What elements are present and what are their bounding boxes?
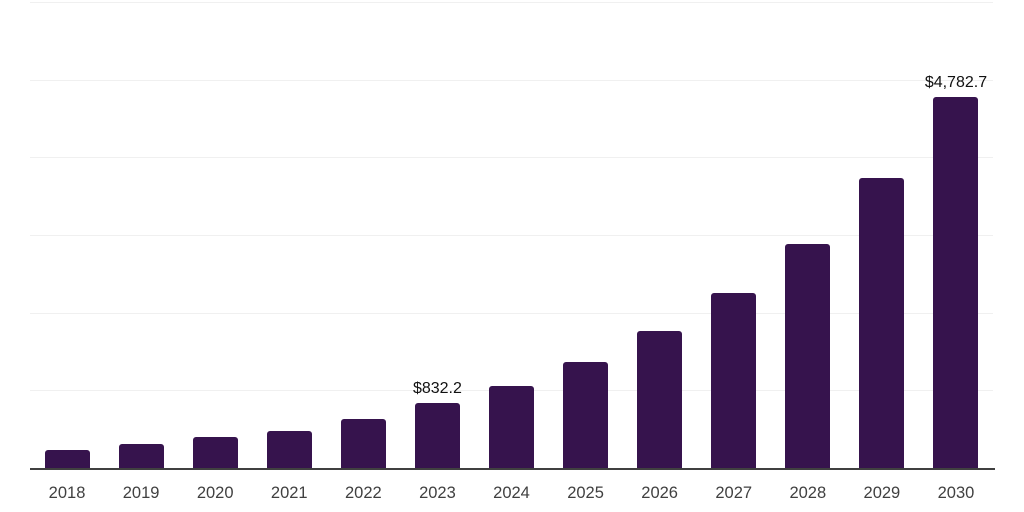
x-tick-2025: 2025 <box>567 484 604 502</box>
x-tick-2026: 2026 <box>641 484 678 502</box>
x-tick-2023: 2023 <box>419 484 456 502</box>
x-tick-2028: 2028 <box>789 484 827 502</box>
x-tick-2024: 2024 <box>493 484 530 502</box>
gridline-y-6000 <box>30 2 993 3</box>
data-label-2023: $832.2 <box>412 380 462 398</box>
x-tick-2029: 2029 <box>863 484 901 502</box>
gridline-y-3000 <box>30 235 993 236</box>
x-axis-line <box>30 468 995 470</box>
x-tick-2019: 2019 <box>122 484 160 502</box>
plot-area: $832.2 $4,782.7 <box>30 2 993 468</box>
gridline-y-4000 <box>30 157 993 159</box>
bar-2028[interactable] <box>785 243 831 468</box>
x-tick-2018: 2018 <box>48 484 86 502</box>
bar-2025[interactable] <box>563 362 609 468</box>
x-axis-tick-labels: 2018 2019 2020 2021 2022 2023 2024 2025 2026 2027… <box>30 485 993 505</box>
x-tick-2030: 2030 <box>937 484 975 502</box>
bar-2023[interactable] <box>414 403 460 468</box>
gridline-y-5000 <box>30 79 993 81</box>
x-tick-2020: 2020 <box>196 484 234 502</box>
bar-2020[interactable] <box>192 437 238 468</box>
bar-2024[interactable] <box>489 386 534 468</box>
bar-2030[interactable] <box>933 96 979 468</box>
bar-2018[interactable] <box>44 450 90 468</box>
bar-2022[interactable] <box>340 419 386 468</box>
data-label-2030: $4,782.7 <box>924 73 988 91</box>
bar-2019[interactable] <box>118 444 164 468</box>
x-tick-2021: 2021 <box>270 484 308 502</box>
x-tick-2027: 2027 <box>715 484 753 502</box>
bar-2026[interactable] <box>637 331 683 468</box>
bar-2021[interactable] <box>266 430 312 468</box>
bar-2027[interactable] <box>711 293 757 468</box>
bar-2029[interactable] <box>859 178 905 468</box>
x-tick-2022: 2022 <box>344 484 382 502</box>
gridline-y-2000 <box>30 312 993 314</box>
